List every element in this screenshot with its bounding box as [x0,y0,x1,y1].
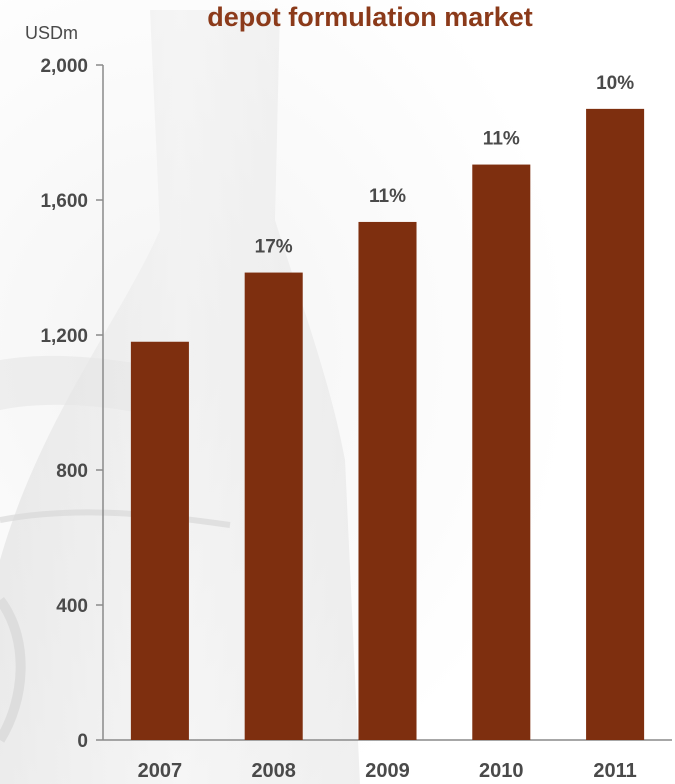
growth-label-2011: 10% [596,73,634,94]
y-tick-label: 800 [56,461,88,482]
chart-title: depot formulation market [207,2,533,32]
bar-2010 [472,164,531,740]
y-tick-label: 1,600 [40,191,88,212]
x-tick-label-2011: 2011 [593,760,636,782]
y-tick-label: 400 [56,596,88,617]
y-tick-label: 0 [77,731,88,752]
bar-2009 [358,221,417,740]
bar-2007 [130,341,189,740]
bars [130,108,645,740]
x-tick-label-2008: 2008 [251,760,296,782]
growth-label-2010: 11% [483,129,520,150]
x-tick-label-2010: 2010 [479,760,524,782]
y-tick-label: 2,000 [40,56,88,77]
growth-label-2009: 11% [369,186,406,207]
y-tick-label: 1,200 [40,326,88,347]
x-tick-label-2007: 2007 [138,760,183,782]
bar-2011 [586,108,645,740]
y-axis-ticks: 0 400 800 1,200 1,600 2,000 [40,56,103,752]
growth-label-2008: 17% [255,237,293,258]
y-axis-unit-label: USDm [25,23,78,43]
data-labels: 17% 11% 11% 10% [255,73,635,258]
bar-2008 [244,272,303,740]
x-tick-label-2009: 2009 [365,760,410,782]
x-axis-labels: 2007 2008 2009 2010 2011 [138,760,637,782]
